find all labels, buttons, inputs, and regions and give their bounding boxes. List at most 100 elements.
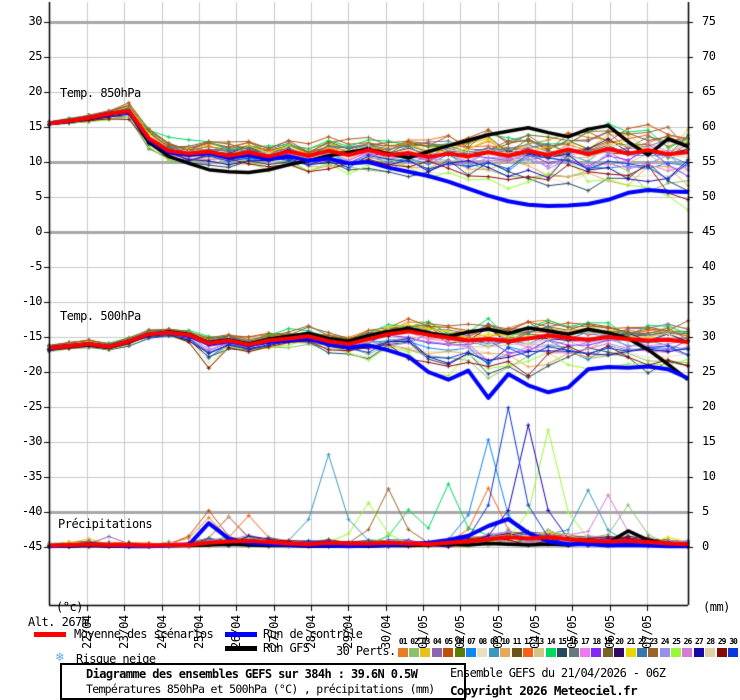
perturbation-color-swatch: [397, 648, 408, 657]
right-axis-tick-label: 15: [702, 434, 716, 448]
perturbation-color-swatch: [591, 648, 602, 657]
perturbation-number: 06: [455, 637, 465, 646]
perturbation-item: 20: [613, 637, 625, 657]
legend-control-swatch: [225, 632, 257, 637]
left-axis-tick-label: 20: [28, 84, 43, 98]
panel-label-precip: Précipitations: [58, 517, 153, 531]
perturbation-color-swatch: [682, 648, 693, 657]
perturbation-item: 09: [488, 637, 499, 657]
altitude-label: Alt. 267m: [28, 615, 89, 629]
perturbation-item: 03: [420, 637, 431, 657]
perturbation-color-swatch: [636, 648, 647, 657]
perturbation-color-swatch: [511, 648, 522, 657]
perturbation-number: 18: [592, 637, 602, 646]
perturbation-color-swatch: [625, 648, 636, 657]
right-axis-tick-label: 70: [702, 49, 716, 63]
perturbation-item: 16: [568, 637, 579, 657]
right-axis-tick-label: 40: [702, 259, 716, 273]
perturbation-number: 03: [421, 637, 431, 646]
legend-mean-label: Moyenne des scénarios: [74, 627, 214, 641]
perturbation-item: 22: [636, 637, 647, 657]
left-axis-tick-label: -5: [28, 259, 43, 273]
perturbation-number: 02: [410, 637, 419, 646]
legend-gfs-swatch: [225, 646, 257, 651]
right-axis-tick-label: 0: [702, 539, 709, 553]
perturbation-color-swatch: [534, 648, 545, 657]
perturbation-item: 13: [534, 637, 545, 657]
perturbation-item: 12: [522, 637, 533, 657]
perturbation-number: 26: [683, 637, 693, 646]
left-axis-tick-label: 0: [35, 224, 42, 238]
perturbation-item: 25: [670, 637, 682, 657]
perturbation-color-swatch: [659, 648, 670, 657]
perturbation-item: 08: [477, 637, 488, 657]
perturbation-number: 05: [444, 637, 453, 646]
left-axis-tick-label: -10: [21, 294, 43, 308]
perturbation-item: 23: [648, 637, 659, 657]
legend-mean-swatch: [34, 632, 66, 637]
left-axis-unit: (°c): [56, 600, 83, 614]
right-axis-tick-label: 60: [702, 119, 716, 133]
perturbation-item: 05: [443, 637, 454, 657]
left-axis-tick-label: 5: [35, 189, 42, 203]
right-axis-tick-label: 10: [702, 469, 716, 483]
perts-count-label: 30 Perts.: [336, 644, 396, 658]
perturbation-item: 21: [625, 637, 636, 657]
perturbation-number: 09: [490, 637, 499, 646]
right-axis-tick-label: 35: [702, 294, 716, 308]
perturbation-item: 28: [705, 637, 716, 657]
perturbation-color-swatch: [522, 648, 533, 657]
perturbation-color-swatch: [545, 648, 556, 657]
left-axis-tick-label: -20: [21, 364, 43, 378]
perturbation-color-swatch: [477, 648, 488, 657]
perturbation-color-swatch: [443, 648, 454, 657]
perturbation-number: 27: [695, 637, 704, 646]
right-axis-tick-label: 55: [702, 154, 716, 168]
perturbation-color-swatch: [420, 648, 431, 657]
perturbation-color-swatch: [728, 648, 739, 657]
right-axis-tick-label: 65: [702, 84, 716, 98]
perturbation-item: 14: [545, 637, 556, 657]
perturbation-color-swatch: [431, 648, 442, 657]
left-axis-tick-label: -45: [21, 539, 43, 553]
perturbation-color-swatch: [466, 648, 477, 657]
left-axis-tick-label: -35: [21, 469, 43, 483]
perturbation-color-swatch: [409, 648, 420, 657]
ensemble-plot-canvas: [0, 0, 740, 625]
left-axis-tick-label: 15: [28, 119, 43, 133]
snow-risk-label: Risque neige: [76, 652, 156, 666]
copyright-label: Copyright 2026 Meteociel.fr: [450, 683, 638, 698]
perturbation-number: 01: [398, 637, 408, 646]
right-axis-tick-label: 75: [702, 14, 716, 28]
right-axis-tick-label: 5: [702, 504, 709, 518]
perturbation-color-swatch: [705, 648, 716, 657]
perturbation-color-swatch: [500, 648, 511, 657]
perturbation-number: 19: [603, 637, 613, 646]
perturbation-color-swatch: [557, 648, 568, 657]
panel-label-temp500: Temp. 500hPa: [60, 309, 141, 323]
diagram-subtitle: Températures 850hPa et 500hPa (°C) , pré…: [86, 682, 435, 696]
perturbation-number: 12: [524, 637, 533, 646]
perturbation-item: 10: [500, 637, 511, 657]
legend-gfs-label: Run GFS: [263, 641, 310, 655]
right-axis-tick-label: 45: [702, 224, 716, 238]
left-axis-tick-label: 10: [28, 154, 43, 168]
perturbation-item: 30: [727, 637, 739, 657]
perturbation-number: 28: [706, 637, 715, 646]
perturbation-item: 04: [431, 637, 442, 657]
perturbation-number: 10: [501, 637, 510, 646]
perturbation-number: 14: [546, 637, 556, 646]
perturbation-number: 20: [615, 637, 624, 646]
perturbation-number: 04: [433, 637, 442, 646]
right-axis-tick-label: 30: [702, 329, 716, 343]
perturbation-color-swatch: [602, 648, 613, 657]
perturbation-item: 24: [659, 637, 670, 657]
perturbation-item: 19: [602, 637, 613, 657]
perturbation-number: 29: [717, 637, 727, 646]
perturbation-color-swatch: [614, 648, 625, 657]
perturbation-color-strip: 01 02 03 04 05 06 07 08 09 10 11 12 13 14 15 16 17 18 19 20…: [397, 637, 739, 657]
left-axis-tick-label: -25: [21, 399, 43, 413]
perturbation-number: 30: [729, 637, 738, 646]
perturbation-item: 11: [511, 637, 522, 657]
